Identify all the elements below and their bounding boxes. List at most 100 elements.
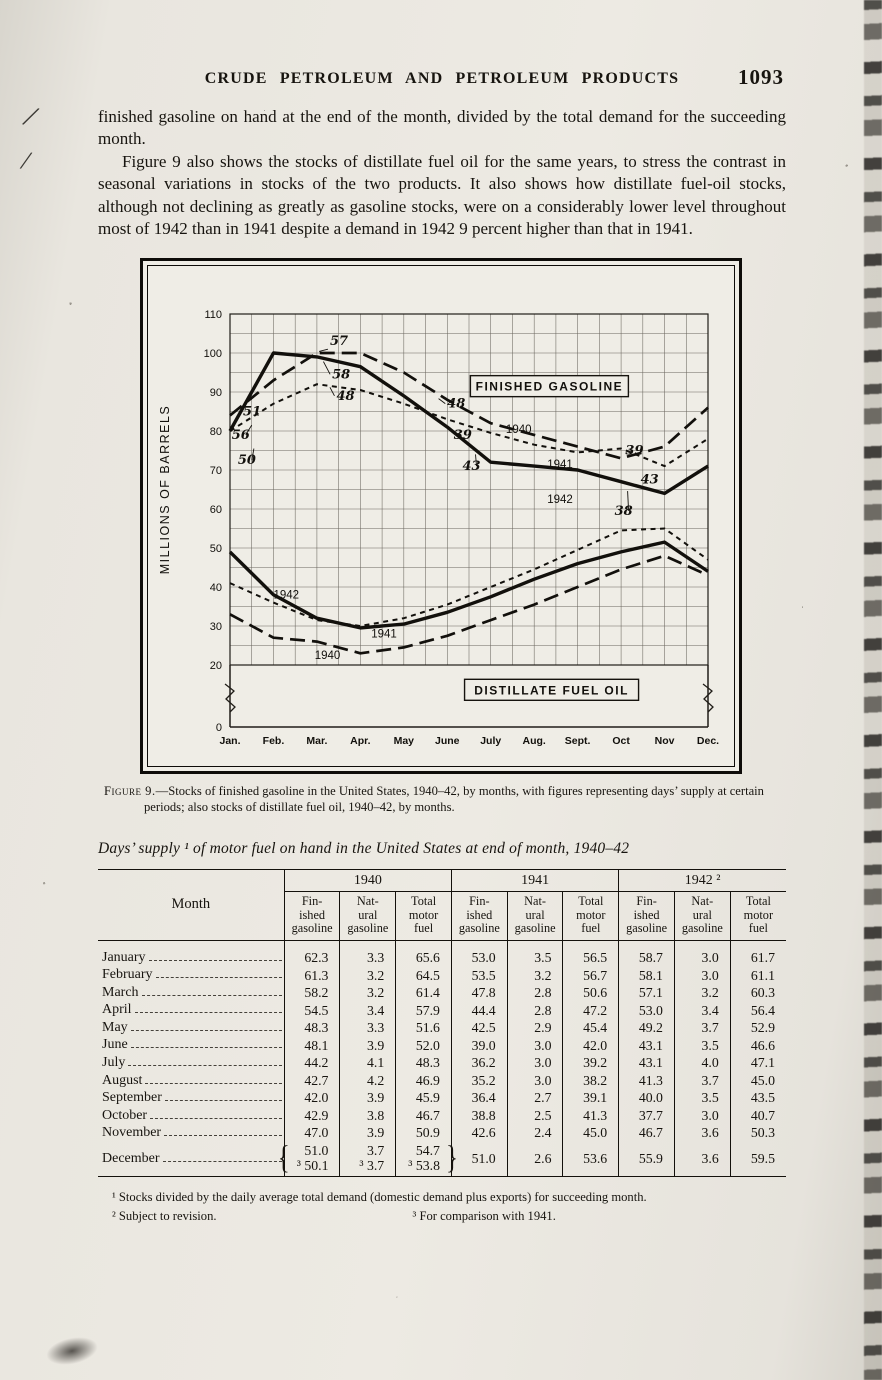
cell: 3.0 (506, 1036, 563, 1055)
page-number: 1093 (738, 65, 784, 89)
cell: 47.2 (562, 1001, 619, 1020)
cell: 4.1 (339, 1054, 396, 1072)
cell: 56.7 (562, 966, 619, 985)
row-label: April (98, 1002, 284, 1020)
running-title: CRUDE PETROLEUM AND PETROLEUM PRODUCTS (204, 70, 680, 87)
dot-leader (162, 1160, 282, 1162)
y-tick-label: 110 (204, 308, 222, 320)
curve-year-label: 1940 (315, 650, 341, 662)
cell: 60.3 (729, 984, 786, 1002)
cell: 61.4 (395, 984, 452, 1002)
x-tick-label: Sept. (565, 735, 591, 747)
cell: 3.9 (339, 1124, 396, 1142)
footnote-row: ² Subject to revision. ³ For comparison … (112, 1207, 786, 1226)
cell: 41.3 (618, 1071, 675, 1090)
row-label: December{ (102, 1140, 290, 1176)
column-header: Fin- ished gasoline (283, 891, 340, 941)
cell: 40.0 (618, 1089, 675, 1107)
cell: 53.5 (450, 966, 508, 985)
axis-break-mark (224, 683, 236, 713)
table-row-march: March 58.2 3.2 61.4 47.8 2.8 50.6 57.1 3.2 60.3 (98, 984, 786, 1002)
curve-group-label: DISTILLATE FUEL OIL (474, 683, 629, 697)
days-supply-table: Month 1940 1941 1942 ² Fin- ished gasoline Na… (98, 868, 786, 1177)
cell: 42.5 (450, 1019, 508, 1037)
cell: 61.1 (729, 966, 786, 985)
figure9-inner-frame: FINISHED GASOLINE DISTILLATE FUEL OIL 1940… (147, 264, 735, 767)
cell: 50.6 (562, 984, 619, 1002)
curve-year-label: 1940 (506, 424, 532, 436)
series-distillate-fuel-oil-1942 (228, 540, 709, 630)
annotation-arrow (318, 348, 329, 352)
handwritten-margin-mark: / (20, 145, 32, 176)
cell: 57.9 (395, 1001, 452, 1020)
paragraph-2: Figure 9 also shows the stocks of distil… (98, 151, 786, 239)
cell: 47.8 (450, 984, 508, 1002)
cell: 2.7 (506, 1089, 563, 1107)
annotation-arrow (438, 397, 446, 404)
cell: 52.0 (395, 1036, 452, 1055)
y-tick-label: 100 (204, 347, 222, 359)
annotation-arrow (245, 424, 253, 435)
column-header: Total motor fuel (395, 891, 452, 941)
row-label: October (98, 1107, 284, 1125)
cell: 42.0 (283, 1089, 340, 1107)
cell: 45.0 (562, 1124, 619, 1142)
cell: 2.6 (506, 1141, 563, 1177)
cell: 3.4 (673, 1001, 731, 1020)
cell: 58.2 (283, 984, 340, 1002)
y-tick-label: 90 (210, 386, 222, 398)
footnote-2: ² Subject to revision. (112, 1208, 217, 1223)
y-tick-label: 80 (210, 425, 222, 437)
footnote-1: ¹ Stocks divided by the daily average to… (112, 1189, 647, 1204)
cell: 56.4 (729, 1001, 786, 1020)
cell: 35.2 (450, 1071, 508, 1090)
scan-artifact-right-edge (864, 0, 882, 1380)
row-label: February (98, 967, 284, 985)
cell: 3.5 (673, 1036, 731, 1055)
cell: 3.6 (673, 1141, 731, 1177)
y-tick-label: 30 (210, 620, 222, 632)
cell: 53.0 (450, 940, 508, 967)
days-supply-annotation: 58 (332, 367, 350, 382)
page-header: CRUDE PETROLEUM AND PETROLEUM PRODUCTS 1… (98, 65, 786, 89)
cell: 2.5 (506, 1106, 563, 1125)
column-header: Nat- ural gasoline (339, 891, 396, 941)
cell: 36.2 (450, 1054, 508, 1072)
days-supply-annotation: 38 (615, 503, 633, 518)
dot-leader (130, 1029, 282, 1031)
cell: 46.7 (618, 1124, 675, 1142)
curve-year-label: 1942 (273, 589, 299, 601)
cell: 54.5 (283, 1001, 340, 1020)
days-supply-annotation: 39 (625, 443, 643, 458)
plot-border (229, 313, 709, 666)
cell: 3.3 (339, 1019, 396, 1037)
chart-labels: FINISHED GASOLINE DISTILLATE FUEL OIL 1940… (273, 374, 640, 701)
row-label: January (98, 941, 284, 967)
handwritten-margin-mark: / (21, 99, 40, 134)
cell: 3.5 (673, 1089, 731, 1107)
cell: 56.5 (562, 940, 619, 967)
dot-leader (155, 977, 282, 979)
x-tick-label: June (435, 735, 460, 747)
dot-leader (164, 1135, 282, 1137)
cell: 58.7 (618, 940, 675, 967)
paragraph-1: finished gasoline on hand at the end of … (98, 107, 786, 149)
column-header: Fin- ished gasoline (618, 891, 675, 941)
dot-leader (128, 1064, 282, 1066)
cell: 38.2 (562, 1071, 619, 1090)
days-supply-annotation: 50 (238, 453, 256, 468)
figure-caption-text: —Stocks of finished gasoline in the Unit… (144, 783, 764, 815)
year-header: 1940 (283, 869, 452, 892)
cell: 2.8 (506, 1001, 563, 1020)
annotation-arrow (323, 360, 331, 375)
cell: 3.5 (506, 940, 563, 967)
x-tick-label: Mar. (306, 735, 327, 747)
cell: 39.2 (562, 1054, 619, 1072)
table-row-april: April 54.5 3.4 57.9 44.4 2.8 47.2 53.0 3.4 56.4 (98, 1001, 786, 1020)
cell: 46.6 (729, 1036, 786, 1055)
cell: 53.6 (562, 1141, 619, 1177)
curve-year-label: 1942 (547, 494, 573, 506)
figure-caption: Figure 9.—Stocks of finished gasoline in… (98, 783, 786, 816)
cell: 2.9 (506, 1019, 563, 1037)
